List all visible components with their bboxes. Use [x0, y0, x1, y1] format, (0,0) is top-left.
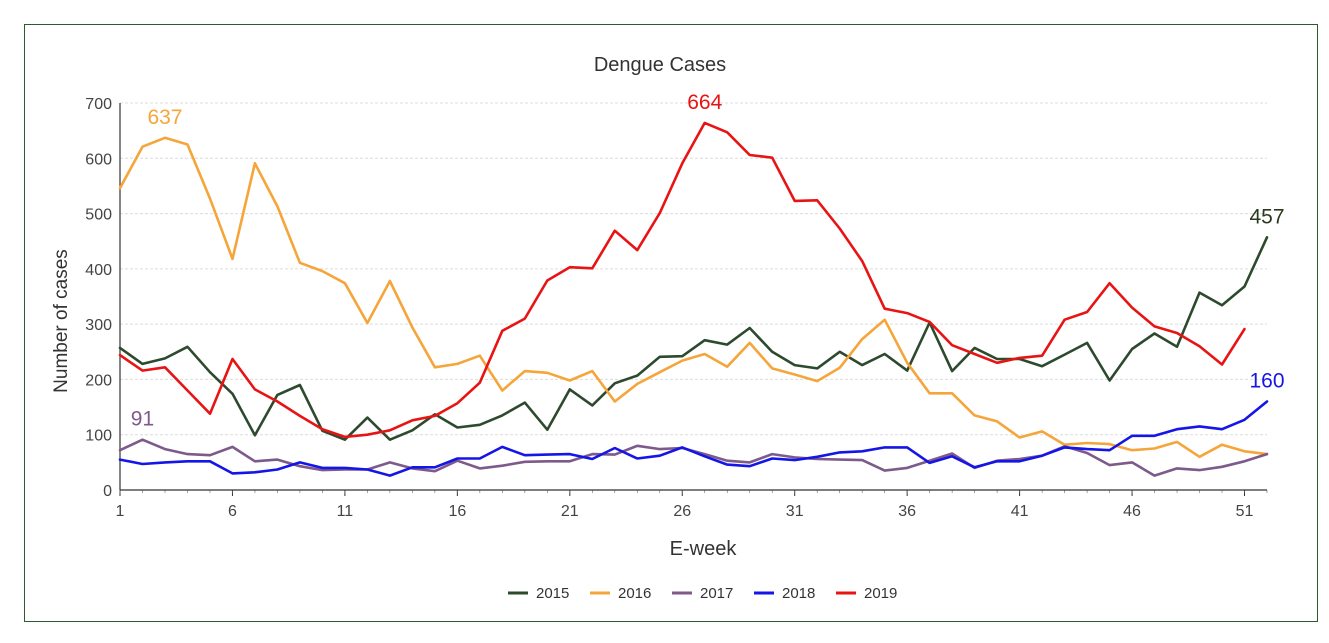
y-tick-label: 600	[85, 151, 112, 168]
data-label-2016: 637	[147, 106, 182, 129]
y-tick-label: 500	[85, 207, 112, 224]
legend-label-2017: 2017	[700, 585, 733, 602]
chart-frame: Dengue Cases Number of cases E-week 0 100…	[24, 24, 1318, 622]
x-tick-label: 36	[898, 503, 916, 520]
legend-label-2015: 2015	[536, 585, 569, 602]
y-axis-label: Number of cases	[51, 249, 72, 393]
series-line-2018	[118, 400, 1269, 477]
x-tick-label: 41	[1011, 503, 1029, 520]
x-tick-label: 46	[1123, 503, 1141, 520]
y-tick-label: 300	[85, 317, 112, 334]
series-line-2015	[118, 236, 1269, 441]
y-tick-label: 400	[85, 262, 112, 279]
data-labels: 637 664 457 91 160	[131, 91, 1285, 431]
x-tick-label: 6	[228, 503, 237, 520]
y-tick-label: 700	[85, 96, 112, 113]
series-line-2019	[118, 121, 1246, 439]
x-tick-label: 26	[673, 503, 691, 520]
data-label-2017: 91	[131, 408, 154, 431]
x-tick-label: 31	[786, 503, 804, 520]
y-tick-label: 100	[85, 428, 112, 445]
data-label-2015: 457	[1249, 205, 1284, 228]
series-line-2017	[118, 438, 1269, 477]
x-axis-label: E-week	[670, 538, 738, 560]
gridlines	[120, 102, 1267, 491]
x-tick-label: 21	[561, 503, 579, 520]
y-axis-ticks: 0 100 200 300 400 500 600 700	[85, 96, 112, 500]
axes	[119, 103, 1267, 491]
y-tick-label: 0	[103, 483, 112, 500]
chart-title: Dengue Cases	[594, 54, 726, 76]
line-chart: Dengue Cases Number of cases E-week 0 100…	[51, 54, 1285, 602]
x-tick-label: 11	[337, 503, 354, 520]
x-tick-label: 51	[1236, 503, 1254, 520]
series-line-2016	[118, 136, 1269, 459]
x-tick-label: 1	[116, 503, 125, 520]
series-lines	[118, 121, 1269, 477]
data-label-2019: 664	[687, 91, 722, 114]
legend: 2015 2016 2017 2018 2019	[508, 585, 897, 602]
x-axis-ticks: 1 6 11 16 21 26 31 36 41 46 51	[116, 490, 1268, 520]
data-label-2018: 160	[1249, 370, 1284, 393]
legend-label-2018: 2018	[782, 585, 815, 602]
legend-label-2016: 2016	[618, 585, 651, 602]
x-tick-label: 16	[448, 503, 466, 520]
y-tick-label: 200	[85, 372, 112, 389]
legend-label-2019: 2019	[864, 585, 897, 602]
